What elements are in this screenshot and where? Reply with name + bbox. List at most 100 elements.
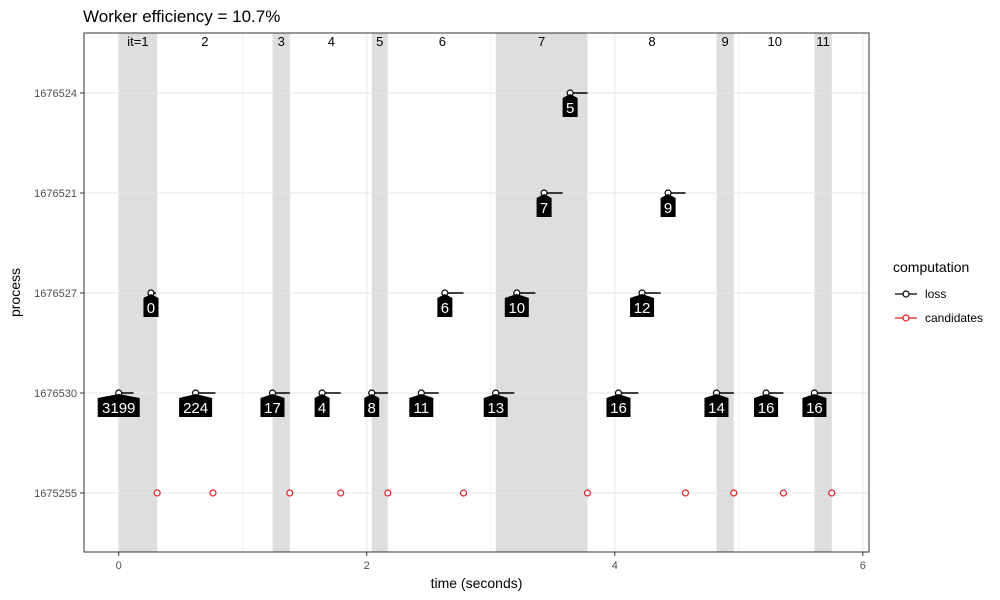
iteration-label-11: 11	[816, 34, 830, 49]
loss-point: 0	[143, 289, 159, 317]
loss-label: 16	[806, 400, 823, 417]
candidates-marker	[384, 489, 392, 497]
loss-point: 4	[314, 389, 341, 417]
legend-item-loss: loss	[895, 287, 946, 301]
loss-point: 13	[483, 389, 515, 417]
loss-label: 13	[487, 400, 504, 417]
loss-label-box	[483, 394, 508, 417]
legend-title: computation	[893, 259, 969, 275]
x-axis-ticks: 0 2 4 6	[116, 552, 866, 572]
loss-label: 7	[540, 200, 548, 217]
iteration-label-5: 5	[376, 34, 383, 49]
candidates-marker	[337, 489, 345, 497]
loss-label: 5	[566, 100, 574, 117]
iteration-label-6: 6	[439, 34, 446, 49]
loss-label: 9	[664, 200, 672, 217]
chart-title: Worker efficiency = 10.7%	[83, 7, 280, 26]
candidates-marker	[730, 489, 738, 497]
legend-item-candidates: candidates	[895, 311, 983, 325]
loss-point: 3199	[97, 389, 140, 417]
candidates-marker	[209, 489, 217, 497]
loss-label-box	[97, 394, 140, 417]
loss-label: 10	[508, 300, 525, 317]
loss-label: 0	[147, 300, 155, 317]
loss-label: 224	[183, 400, 208, 417]
iteration-label-2: 2	[201, 34, 208, 49]
legend-label: candidates	[925, 311, 983, 325]
loss-label-box	[606, 394, 631, 417]
candidates-marker	[583, 489, 592, 497]
loss-point: 8	[364, 389, 388, 417]
loss-label: 3199	[102, 400, 135, 417]
loss-point: 6	[437, 289, 464, 317]
loss-point: 16	[802, 389, 832, 417]
loss-label: 8	[368, 400, 376, 417]
x-tick-label: 2	[364, 560, 370, 572]
loss-label-box	[504, 294, 529, 317]
x-tick-label: 6	[860, 560, 866, 572]
loss-label-box	[260, 394, 285, 417]
y-tick-label: 1676530	[34, 388, 77, 400]
loss-label-box	[179, 394, 213, 417]
loss-point: 7	[536, 189, 563, 217]
legend-label: loss	[925, 287, 946, 301]
loss-label-box	[630, 294, 655, 317]
loss-label: 16	[610, 400, 627, 417]
loss-label-box	[562, 94, 578, 117]
iteration-labels: it=1 2 3 4 5 6 7 8 9 10 11	[127, 34, 830, 49]
y-tick-label: 1676527	[34, 288, 77, 300]
grid-lines	[84, 33, 869, 552]
loss-point: 224	[179, 389, 216, 417]
candidates-marker	[286, 489, 294, 497]
loss-label-box	[314, 394, 330, 417]
loss-label-box	[143, 294, 159, 317]
candidates-marker	[153, 489, 161, 497]
loss-label-box	[437, 294, 453, 317]
candidates-marker	[681, 489, 690, 497]
y-axis-ticks: 1676524 1676521 1676527 1676530 1675255	[34, 88, 84, 500]
y-tick-label: 1676524	[34, 88, 77, 100]
iteration-label-1: it=1	[127, 34, 148, 49]
candidates-series	[153, 489, 836, 497]
loss-label-box	[409, 394, 434, 417]
loss-label-box	[704, 394, 729, 417]
loss-label: 12	[634, 300, 651, 317]
loss-label: 16	[758, 400, 775, 417]
y-tick-label: 1675255	[34, 488, 77, 500]
loss-point: 5	[562, 89, 588, 117]
loss-point: 12	[630, 289, 661, 317]
x-axis-title: time (seconds)	[431, 575, 523, 591]
loss-point: 11	[409, 389, 439, 417]
iteration-label-7: 7	[538, 34, 545, 49]
iteration-label-10: 10	[768, 34, 782, 49]
x-tick-label: 0	[116, 560, 122, 572]
x-tick-label: 4	[612, 560, 618, 572]
iteration-label-9: 9	[722, 34, 729, 49]
iteration-label-3: 3	[278, 34, 285, 49]
candidates-marker	[779, 489, 788, 497]
loss-point: 10	[504, 289, 536, 317]
loss-label-box	[660, 194, 676, 217]
loss-label-box	[364, 394, 380, 417]
legend-key-marker	[902, 314, 910, 322]
y-axis-title: process	[7, 268, 23, 317]
iteration-label-8: 8	[648, 34, 655, 49]
loss-label-box	[802, 394, 827, 417]
loss-label: 11	[414, 400, 430, 417]
y-tick-label: 1676521	[34, 188, 77, 200]
loss-series: 3199 0 224 17 4 8 11 6 13 10 7 5 16 12 9 14 16 16	[97, 89, 832, 417]
loss-label: 6	[441, 300, 449, 317]
iteration-label-4: 4	[328, 34, 335, 49]
loss-label: 4	[318, 400, 326, 417]
candidates-marker	[459, 489, 468, 497]
legend: computation loss candidates	[893, 259, 983, 325]
loss-label: 14	[708, 400, 725, 417]
loss-label: 17	[264, 400, 281, 417]
loss-point: 17	[260, 389, 290, 417]
loss-point: 14	[704, 389, 734, 417]
loss-label-box	[754, 394, 779, 417]
candidates-marker	[828, 489, 836, 497]
loss-point: 16	[606, 389, 639, 417]
legend-key-marker	[902, 290, 910, 298]
